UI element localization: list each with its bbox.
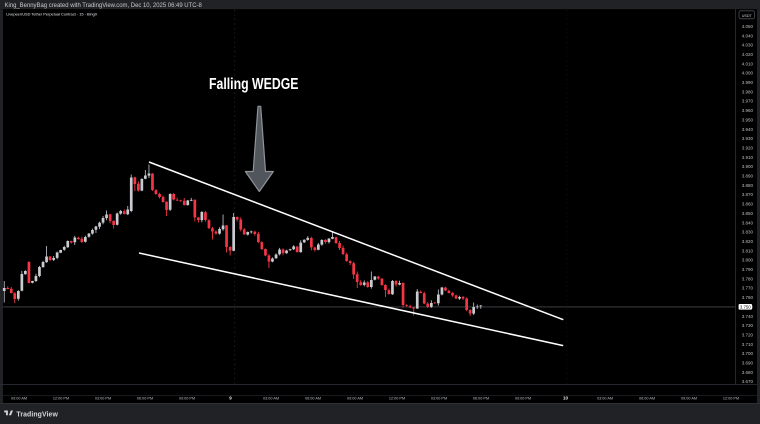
svg-text:3.780: 3.780 [742, 276, 754, 281]
svg-text:3.990: 3.990 [742, 80, 754, 85]
svg-text:06:00 AM: 06:00 AM [305, 397, 321, 401]
svg-text:03:00 PM: 03:00 PM [431, 397, 447, 401]
svg-text:3.680: 3.680 [742, 370, 754, 375]
svg-text:3.750: 3.750 [740, 304, 751, 309]
svg-text:3.930: 3.930 [742, 136, 754, 141]
svg-text:03:00 AM: 03:00 AM [263, 397, 279, 401]
svg-text:4.050: 4.050 [742, 24, 754, 29]
svg-text:03:00 PM: 03:00 PM [95, 397, 111, 401]
svg-text:4.000: 4.000 [742, 71, 754, 76]
svg-text:3.810: 3.810 [742, 248, 754, 253]
svg-text:King_BennyBag created with Tra: King_BennyBag created with TradingView.c… [5, 3, 203, 9]
svg-text:3.830: 3.830 [742, 230, 754, 235]
svg-text:09:00 AM: 09:00 AM [11, 397, 27, 401]
svg-text:3.690: 3.690 [742, 361, 754, 366]
svg-text:3.720: 3.720 [742, 332, 754, 337]
svg-text:3.740: 3.740 [742, 314, 754, 319]
svg-text:3.880: 3.880 [742, 183, 754, 188]
svg-text:12:00 PM: 12:00 PM [723, 397, 739, 401]
svg-text:09:00 PM: 09:00 PM [515, 397, 531, 401]
svg-text:3.760: 3.760 [742, 295, 754, 300]
svg-text:3.870: 3.870 [742, 192, 754, 197]
svg-text:3.860: 3.860 [742, 202, 754, 207]
svg-text:3.790: 3.790 [742, 267, 754, 272]
svg-text:4.030: 4.030 [742, 43, 754, 48]
svg-text:3.980: 3.980 [742, 89, 754, 94]
svg-text:4.040: 4.040 [742, 33, 754, 38]
svg-text:TradingView: TradingView [16, 411, 58, 418]
svg-text:3.670: 3.670 [742, 379, 754, 384]
svg-text:3.770: 3.770 [742, 286, 754, 291]
svg-text:12:00 PM: 12:00 PM [53, 397, 69, 401]
svg-text:06:00 PM: 06:00 PM [473, 397, 489, 401]
svg-text:09:00 AM: 09:00 AM [347, 397, 363, 401]
svg-text:3.910: 3.910 [742, 155, 754, 160]
svg-text:3.730: 3.730 [742, 323, 754, 328]
svg-text:3.800: 3.800 [742, 258, 754, 263]
svg-text:09:00 PM: 09:00 PM [179, 397, 195, 401]
svg-text:3.850: 3.850 [742, 211, 754, 216]
svg-text:4.010: 4.010 [742, 61, 754, 66]
svg-text:3.820: 3.820 [742, 239, 754, 244]
svg-text:3.840: 3.840 [742, 220, 754, 225]
svg-text:3.890: 3.890 [742, 174, 754, 179]
svg-text:3.940: 3.940 [742, 127, 754, 132]
svg-text:3.900: 3.900 [742, 164, 754, 169]
svg-text:USDT: USDT [742, 14, 753, 18]
svg-text:9: 9 [229, 396, 232, 401]
svg-text:06:00 PM: 06:00 PM [137, 397, 153, 401]
svg-text:3.960: 3.960 [742, 108, 754, 113]
svg-text:Falling WEDGE: Falling WEDGE [209, 76, 299, 93]
svg-text:3.710: 3.710 [742, 342, 754, 347]
svg-text:3.970: 3.970 [742, 99, 754, 104]
svg-text:12:00 PM: 12:00 PM [389, 397, 405, 401]
svg-text:09:00 AM: 09:00 AM [681, 397, 697, 401]
svg-text:10: 10 [563, 396, 569, 401]
svg-text:3.950: 3.950 [742, 117, 754, 122]
svg-text:03:00 AM: 03:00 AM [597, 397, 613, 401]
svg-text:3.700: 3.700 [742, 351, 754, 356]
svg-text:4.020: 4.020 [742, 52, 754, 57]
svg-text:Livepeer/USD Tether Perpetual: Livepeer/USD Tether Perpetual Contract ·… [6, 11, 98, 16]
svg-text:3.920: 3.920 [742, 145, 754, 150]
svg-text:06:00 AM: 06:00 AM [639, 397, 655, 401]
